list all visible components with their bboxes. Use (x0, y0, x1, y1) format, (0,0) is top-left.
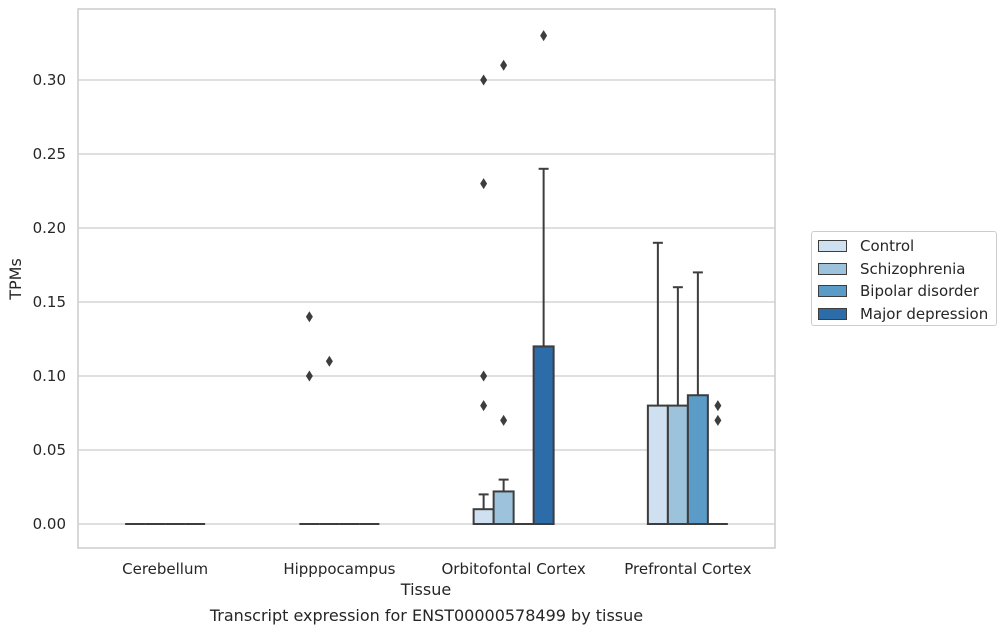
outlier-point (480, 74, 488, 86)
chart-caption: Transcript expression for ENST0000057849… (209, 606, 644, 625)
outlier-point (480, 178, 488, 190)
x-tick-label: Prefrontal Cortex (624, 560, 751, 578)
box (492, 490, 515, 526)
box-group (492, 59, 515, 526)
outlier-point (500, 59, 508, 71)
box-group (666, 286, 689, 526)
legend-swatch (818, 262, 847, 275)
box-group (686, 271, 709, 525)
box (666, 404, 689, 526)
y-tick-label: 0.10 (33, 367, 66, 385)
outlier-point (325, 355, 333, 367)
box-group (646, 241, 669, 526)
y-tick-label: 0.05 (33, 441, 66, 459)
y-tick-label: 0.20 (33, 219, 66, 237)
outlier-point (500, 414, 508, 426)
y-tick-label: 0.15 (33, 293, 66, 311)
box-group (532, 30, 555, 525)
legend-item: Bipolar disorder (812, 280, 996, 303)
x-tick-label: Hipppocampus (283, 560, 395, 578)
legend-swatch (818, 307, 847, 320)
box-group (707, 400, 728, 525)
box-marks (125, 30, 728, 526)
box (532, 345, 555, 525)
outlier-point (714, 414, 722, 426)
plot-frame (77, 8, 776, 549)
legend-item: Major depression (812, 303, 996, 326)
y-tick-label: 0.30 (33, 71, 66, 89)
box (646, 404, 669, 526)
x-tick-label: Cerebellum (122, 560, 208, 578)
box (472, 508, 495, 526)
legend-label: Control (860, 237, 915, 256)
box-group (319, 355, 340, 525)
legend-swatch (818, 240, 847, 253)
y-axis-label: TPMs (6, 258, 25, 301)
legend-label: Schizophrenia (860, 259, 966, 278)
outlier-point (714, 400, 722, 412)
y-axis-ticks: 0.00 0.05 0.10 0.15 0.20 0.25 0.30 (33, 71, 66, 533)
y-tick-label: 0.00 (33, 515, 66, 533)
outlier-point (540, 30, 548, 42)
gridlines (78, 79, 775, 525)
legend-item: Schizophrenia (812, 258, 996, 281)
outlier-point (480, 370, 488, 382)
outlier-point (305, 370, 313, 382)
x-axis-ticks: Cerebellum Hipppocampus Orbitofontal Corte… (122, 560, 751, 578)
legend: Control Schizophrenia Bipolar disorder Majo… (811, 231, 997, 326)
legend-swatch (818, 285, 847, 298)
box-group (299, 311, 320, 525)
x-tick-label: Orbitofontal Cortex (442, 560, 586, 578)
outlier-point (480, 400, 488, 412)
box (686, 394, 709, 525)
legend-item: Control (812, 235, 996, 258)
box-group (472, 74, 495, 526)
legend-label: Bipolar disorder (860, 282, 979, 301)
legend-label: Major depression (860, 304, 989, 323)
y-tick-label: 0.25 (33, 145, 66, 163)
x-axis-label: Tissue (400, 580, 451, 599)
outlier-point (305, 311, 313, 323)
